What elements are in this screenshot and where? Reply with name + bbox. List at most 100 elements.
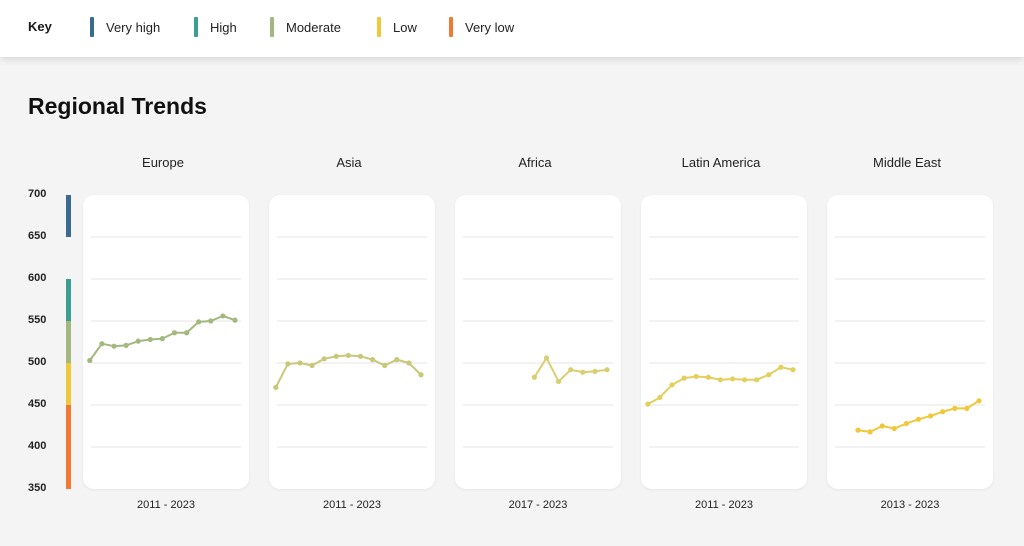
data-point-asia[interactable] bbox=[309, 362, 315, 369]
data-point-europe[interactable] bbox=[159, 336, 165, 342]
data-point-latin-america[interactable] bbox=[657, 394, 663, 401]
data-point-europe[interactable] bbox=[196, 319, 202, 325]
data-point-latin-america[interactable] bbox=[742, 377, 748, 383]
data-point-africa[interactable] bbox=[580, 369, 586, 375]
chart-panel-europe bbox=[83, 195, 249, 489]
data-point-europe[interactable] bbox=[135, 338, 141, 344]
data-point-asia[interactable] bbox=[273, 384, 279, 390]
data-point-latin-america[interactable] bbox=[645, 401, 651, 407]
data-point-africa[interactable] bbox=[592, 368, 598, 374]
data-point-middle-east[interactable] bbox=[940, 409, 946, 415]
region-title-middle-east: Middle East bbox=[873, 155, 941, 170]
chart-panel-latin-america bbox=[641, 195, 807, 489]
data-point-europe[interactable] bbox=[208, 318, 214, 324]
y-tick-550: 550 bbox=[28, 314, 47, 326]
plot-latin-america bbox=[645, 236, 799, 448]
data-point-latin-america[interactable] bbox=[693, 373, 699, 380]
key-label-very-high: Very high bbox=[106, 19, 161, 35]
data-point-asia[interactable] bbox=[418, 372, 424, 378]
data-point-asia[interactable] bbox=[370, 357, 376, 363]
data-point-africa[interactable] bbox=[604, 367, 610, 373]
key-swatch-low bbox=[377, 17, 381, 37]
data-point-asia[interactable] bbox=[357, 353, 364, 359]
key-swatch-moderate bbox=[270, 17, 274, 37]
data-point-africa[interactable] bbox=[531, 374, 537, 380]
key-item-very-high: Very high bbox=[90, 17, 160, 37]
data-point-asia[interactable] bbox=[382, 362, 388, 369]
data-point-europe[interactable] bbox=[99, 341, 105, 347]
data-point-latin-america[interactable] bbox=[790, 367, 796, 373]
data-point-europe[interactable] bbox=[123, 342, 129, 348]
y-tick-700: 700 bbox=[28, 188, 47, 200]
region-title-europe: Europe bbox=[142, 155, 184, 170]
y-tick-600: 600 bbox=[28, 272, 47, 284]
data-point-europe[interactable] bbox=[111, 343, 117, 349]
data-point-latin-america[interactable] bbox=[766, 372, 772, 378]
key-swatch-very-low bbox=[449, 17, 453, 37]
data-point-africa[interactable] bbox=[543, 355, 550, 361]
data-point-europe[interactable] bbox=[171, 330, 178, 336]
data-point-latin-america[interactable] bbox=[681, 375, 687, 381]
data-point-middle-east[interactable] bbox=[952, 405, 958, 411]
key-label-high: High bbox=[210, 19, 237, 35]
plot-africa bbox=[463, 236, 613, 448]
scale-band-low bbox=[66, 363, 71, 405]
y-tick-650: 650 bbox=[28, 230, 47, 242]
data-point-europe[interactable] bbox=[220, 313, 226, 319]
scale-band-high bbox=[66, 279, 71, 321]
data-point-middle-east[interactable] bbox=[855, 427, 861, 433]
data-point-middle-east[interactable] bbox=[976, 398, 982, 404]
data-point-middle-east[interactable] bbox=[903, 420, 909, 427]
data-point-africa[interactable] bbox=[556, 378, 562, 385]
key-item-very-low: Very low bbox=[449, 17, 514, 37]
data-point-middle-east[interactable] bbox=[964, 405, 970, 411]
plot-europe bbox=[87, 236, 241, 448]
data-point-asia[interactable] bbox=[297, 360, 303, 366]
scale-band-very-high bbox=[66, 195, 71, 237]
key-swatch-high bbox=[194, 17, 198, 37]
data-point-latin-america[interactable] bbox=[778, 364, 784, 370]
data-point-middle-east[interactable] bbox=[928, 413, 934, 419]
data-point-asia[interactable] bbox=[345, 352, 351, 359]
data-point-asia[interactable] bbox=[333, 353, 339, 359]
data-point-asia[interactable] bbox=[285, 361, 291, 367]
y-tick-400: 400 bbox=[28, 440, 47, 452]
data-point-middle-east[interactable] bbox=[915, 416, 922, 422]
data-point-latin-america[interactable] bbox=[717, 377, 723, 383]
region-title-africa: Africa bbox=[518, 155, 552, 170]
data-point-asia[interactable] bbox=[321, 356, 327, 362]
plot-middle-east bbox=[835, 236, 985, 448]
key-item-low: Low bbox=[377, 17, 417, 37]
data-point-latin-america[interactable] bbox=[754, 377, 760, 383]
plot-asia bbox=[273, 236, 427, 448]
page-title: Regional Trends bbox=[28, 93, 207, 119]
scale-band-moderate bbox=[66, 321, 71, 363]
y-tick-350: 350 bbox=[28, 482, 47, 494]
key-bar: Key Very high High Moderate Low Very low bbox=[0, 0, 1024, 57]
data-point-latin-america[interactable] bbox=[729, 376, 736, 382]
data-point-middle-east[interactable] bbox=[879, 423, 885, 429]
data-point-asia[interactable] bbox=[394, 357, 400, 363]
data-point-latin-america[interactable] bbox=[669, 382, 675, 388]
key-swatch-very-high bbox=[90, 17, 94, 37]
data-point-europe[interactable] bbox=[184, 330, 190, 336]
key-title: Key bbox=[28, 19, 52, 34]
period-label-middle-east: 2013 - 2023 bbox=[880, 499, 940, 511]
key-label-moderate: Moderate bbox=[286, 19, 341, 35]
data-point-africa[interactable] bbox=[568, 367, 574, 373]
y-tick-450: 450 bbox=[28, 398, 47, 410]
data-point-middle-east[interactable] bbox=[867, 429, 873, 435]
data-point-asia[interactable] bbox=[406, 360, 412, 366]
key-item-moderate: Moderate bbox=[270, 17, 341, 37]
scale-band-very-low bbox=[66, 405, 71, 489]
data-point-europe[interactable] bbox=[232, 317, 238, 323]
period-label-latin-america: 2011 - 2023 bbox=[695, 499, 753, 511]
key-item-high: High bbox=[194, 17, 237, 37]
chart-panel-middle-east bbox=[827, 195, 993, 489]
period-label-asia: 2011 - 2023 bbox=[323, 499, 381, 511]
data-point-europe[interactable] bbox=[147, 336, 153, 343]
data-point-europe[interactable] bbox=[87, 357, 93, 364]
region-title-latin-america: Latin America bbox=[681, 155, 761, 170]
data-point-latin-america[interactable] bbox=[705, 374, 711, 380]
data-point-middle-east[interactable] bbox=[891, 425, 897, 432]
